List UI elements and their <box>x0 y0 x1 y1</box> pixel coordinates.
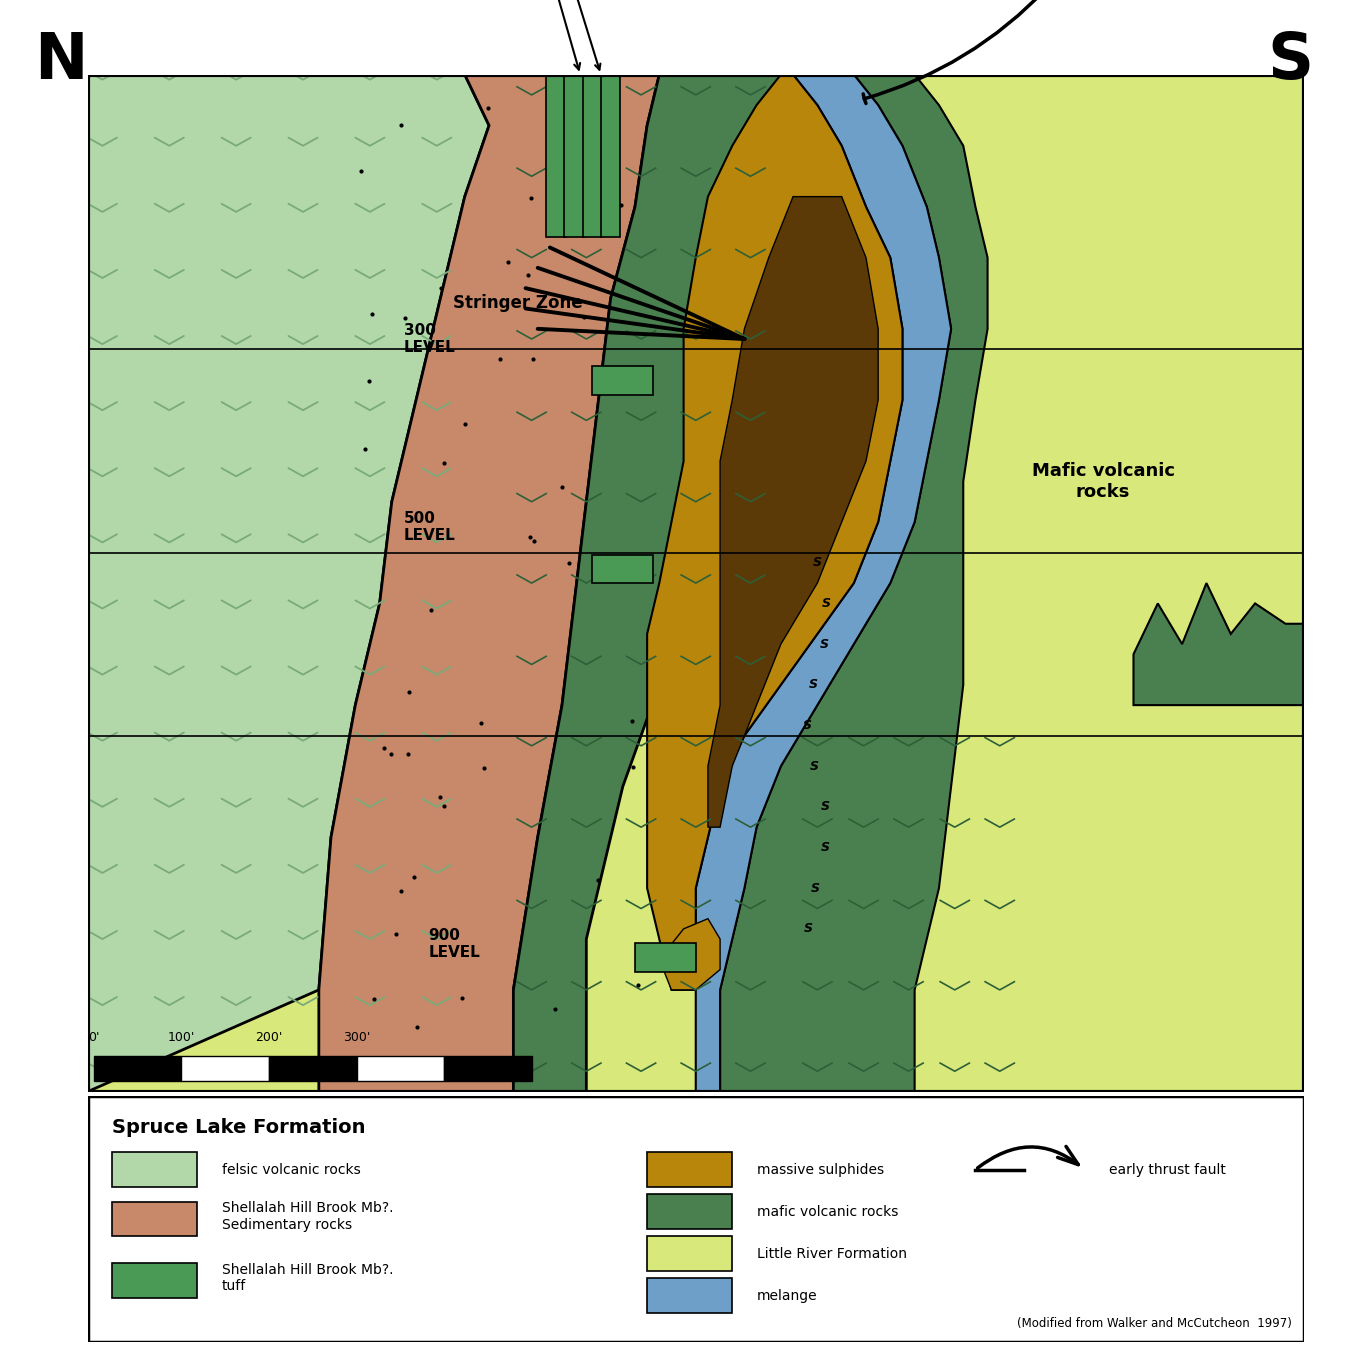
Polygon shape <box>88 75 489 1092</box>
Text: S: S <box>808 678 817 692</box>
Text: 200': 200' <box>255 1031 282 1044</box>
Bar <box>269 1056 357 1082</box>
Bar <box>647 1195 732 1229</box>
Bar <box>592 366 653 395</box>
Text: S: S <box>802 719 812 732</box>
Bar <box>647 1279 732 1313</box>
Polygon shape <box>720 75 988 1092</box>
Text: S: S <box>821 597 831 610</box>
Bar <box>546 75 566 237</box>
Text: Mafic volcanic
rocks: Mafic volcanic rocks <box>1032 462 1174 500</box>
Text: Shellalah Hill Brook Mb?.
Sedimentary rocks: Shellalah Hill Brook Mb?. Sedimentary ro… <box>222 1201 393 1231</box>
Text: Spruce Lake Formation: Spruce Lake Formation <box>112 1119 366 1138</box>
Text: 300
LEVEL: 300 LEVEL <box>404 323 455 355</box>
Polygon shape <box>659 919 720 990</box>
Text: Shellalah Hill Brook Mb?.
tuff: Shellalah Hill Brook Mb?. tuff <box>222 1264 393 1294</box>
Bar <box>112 1201 197 1237</box>
Text: felsic volcanic rocks: felsic volcanic rocks <box>222 1162 361 1177</box>
Text: Little River Formation: Little River Formation <box>757 1246 907 1261</box>
Polygon shape <box>88 75 1304 1092</box>
Bar <box>592 555 653 583</box>
Text: Stringer Zone: Stringer Zone <box>453 294 582 312</box>
Bar <box>112 1153 197 1186</box>
Bar <box>112 1264 197 1298</box>
Polygon shape <box>319 75 659 1092</box>
Polygon shape <box>708 197 878 827</box>
Text: 0': 0' <box>88 1031 100 1044</box>
Bar <box>357 1056 444 1082</box>
Text: S: S <box>821 841 830 854</box>
Text: 900
LEVEL: 900 LEVEL <box>428 928 480 960</box>
Bar <box>647 1153 732 1186</box>
Bar <box>582 75 603 237</box>
Text: S: S <box>804 922 812 936</box>
Text: mafic volcanic rocks: mafic volcanic rocks <box>757 1204 898 1219</box>
Text: S: S <box>811 881 820 895</box>
Bar <box>181 1056 269 1082</box>
Polygon shape <box>1133 583 1304 705</box>
Bar <box>601 75 620 237</box>
Text: melange: melange <box>757 1288 817 1303</box>
Polygon shape <box>696 75 951 1092</box>
Text: 100': 100' <box>168 1031 195 1044</box>
Text: 500
LEVEL: 500 LEVEL <box>404 511 455 544</box>
Polygon shape <box>513 75 793 1092</box>
Text: massive sulphides: massive sulphides <box>757 1162 884 1177</box>
Text: S: S <box>820 637 828 651</box>
Text: (Modified from Walker and McCutcheon  1997): (Modified from Walker and McCutcheon 199… <box>1017 1317 1292 1330</box>
Text: Sill or Tuff layers: Sill or Tuff layers <box>477 0 623 69</box>
Text: S: S <box>1267 30 1313 92</box>
Polygon shape <box>647 75 902 990</box>
Text: S: S <box>820 800 830 814</box>
Text: Melange marker horizon: Melange marker horizon <box>863 0 1174 103</box>
Bar <box>444 1056 532 1082</box>
Text: S: S <box>813 556 821 570</box>
Text: early thrust fault: early thrust fault <box>1109 1162 1227 1177</box>
Bar <box>635 944 696 971</box>
Bar <box>565 75 584 237</box>
Bar <box>647 1237 732 1271</box>
Text: 300': 300' <box>343 1031 370 1044</box>
Text: N: N <box>34 30 88 92</box>
Bar <box>93 1056 181 1082</box>
Text: S: S <box>811 759 819 773</box>
